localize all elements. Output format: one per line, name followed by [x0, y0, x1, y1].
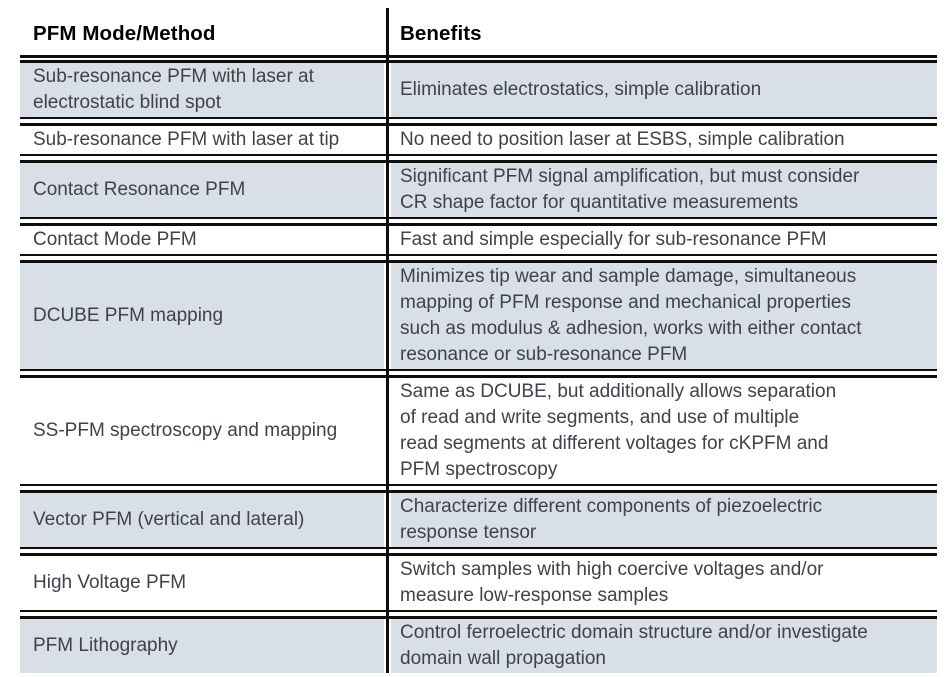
- mode-cell: Sub-resonance PFM with laser at tip: [20, 126, 384, 154]
- table-row: SS-PFM spectroscopy and mapping Same as …: [20, 375, 937, 486]
- table-row: High Voltage PFM Switch samples with hig…: [20, 553, 937, 612]
- mode-cell: PFM Lithography: [20, 619, 384, 673]
- column-header-benefits: Benefits: [400, 22, 482, 45]
- table-row: Sub-resonance PFM with laser at tip No n…: [20, 123, 937, 156]
- mode-cell: SS-PFM spectroscopy and mapping: [20, 378, 384, 484]
- benefit-cell: Control ferroelectric domain structure a…: [391, 619, 937, 673]
- benefit-cell: Fast and simple especially for sub-reson…: [391, 226, 937, 254]
- table-row: Vector PFM (vertical and lateral) Charac…: [20, 490, 937, 549]
- benefit-cell: Switch samples with high coercive voltag…: [391, 556, 937, 610]
- benefit-cell: Characterize different components of pie…: [391, 493, 937, 547]
- table-row: PFM Lithography Control ferroelectric do…: [20, 616, 937, 673]
- pfm-modes-table: PFM Mode/Method Benefits Sub-resonance P…: [20, 8, 937, 673]
- benefit-cell: Same as DCUBE, but additionally allows s…: [391, 378, 937, 484]
- table-header-row: PFM Mode/Method Benefits: [20, 8, 937, 58]
- benefit-cell: Minimizes tip wear and sample damage, si…: [391, 263, 937, 369]
- table-row: DCUBE PFM mapping Minimizes tip wear and…: [20, 260, 937, 371]
- mode-cell: High Voltage PFM: [20, 556, 384, 610]
- table-row: Contact Mode PFM Fast and simple especia…: [20, 223, 937, 256]
- mode-cell: Contact Resonance PFM: [20, 163, 384, 217]
- benefit-cell: Significant PFM signal amplification, bu…: [391, 163, 937, 217]
- mode-cell: Sub-resonance PFM with laser at electros…: [20, 63, 384, 117]
- benefit-cell: Eliminates electrostatics, simple calibr…: [391, 63, 937, 117]
- table-row: Contact Resonance PFM Significant PFM si…: [20, 160, 937, 219]
- column-header-mode: PFM Mode/Method: [33, 22, 216, 45]
- mode-cell: Contact Mode PFM: [20, 226, 384, 254]
- benefit-cell: No need to position laser at ESBS, simpl…: [391, 126, 937, 154]
- column-divider-line: [386, 8, 389, 673]
- table-row: Sub-resonance PFM with laser at electros…: [20, 60, 937, 119]
- mode-cell: Vector PFM (vertical and lateral): [20, 493, 384, 547]
- mode-cell: DCUBE PFM mapping: [20, 263, 384, 369]
